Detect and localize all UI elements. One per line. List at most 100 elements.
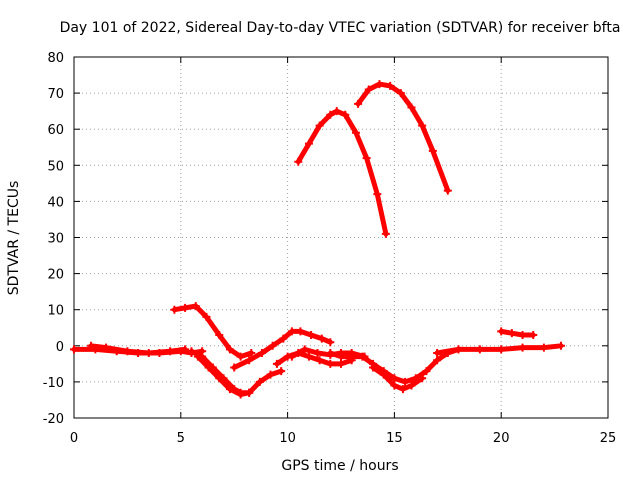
- y-tick-label: 20: [47, 268, 64, 283]
- series-track-6: [230, 327, 335, 372]
- series-track-2: [87, 341, 190, 358]
- data-point: [326, 338, 335, 347]
- data-point: [181, 303, 190, 312]
- data-point: [215, 374, 224, 383]
- data-point: [369, 363, 378, 372]
- data-point: [191, 302, 200, 311]
- data-point: [215, 330, 224, 339]
- y-tick-label: 60: [47, 123, 64, 138]
- data-point: [294, 157, 303, 166]
- data-point: [390, 374, 399, 383]
- y-tick-label: 70: [47, 87, 64, 102]
- y-tick-label: 80: [47, 51, 64, 66]
- data-point: [401, 377, 410, 386]
- series-line: [370, 365, 425, 392]
- data-point: [225, 345, 234, 354]
- data-point: [337, 352, 345, 361]
- y-tick-label: -10: [43, 376, 64, 391]
- data-point: [375, 80, 384, 89]
- data-point: [326, 359, 335, 368]
- data-point: [422, 367, 431, 376]
- x-tick-label: 25: [600, 431, 617, 446]
- data-point: [454, 345, 463, 354]
- data-point: [70, 345, 78, 354]
- x-tick-label: 10: [279, 431, 296, 446]
- data-point: [202, 312, 211, 321]
- series-track-11: [433, 341, 566, 358]
- y-tick-label: 10: [47, 304, 64, 319]
- data-point: [230, 363, 239, 372]
- data-point: [166, 347, 175, 356]
- data-point: [407, 381, 416, 390]
- data-point: [539, 343, 548, 352]
- data-point: [287, 327, 296, 336]
- data-point: [279, 334, 288, 343]
- data-point: [497, 327, 506, 336]
- data-point: [475, 345, 484, 354]
- data-point: [317, 334, 326, 343]
- data-point: [326, 349, 335, 358]
- data-point: [315, 121, 324, 130]
- series-track-13: [294, 107, 390, 238]
- data-point: [326, 110, 335, 119]
- data-point: [529, 330, 538, 339]
- series-track-10: [369, 363, 427, 394]
- data-point: [418, 121, 427, 130]
- data-point: [332, 107, 341, 116]
- data-point: [300, 345, 309, 354]
- data-point: [304, 352, 313, 361]
- data-point: [193, 352, 202, 361]
- data-point: [418, 374, 427, 383]
- data-point: [247, 349, 256, 358]
- series-line: [498, 328, 536, 338]
- data-point: [398, 385, 407, 394]
- data-point: [102, 343, 111, 352]
- data-point: [170, 305, 179, 314]
- y-tick-label: 30: [47, 232, 64, 247]
- data-point: [225, 385, 234, 394]
- series-line: [231, 328, 333, 370]
- series-group: [70, 80, 566, 399]
- data-point: [347, 352, 356, 361]
- data-point: [341, 110, 350, 119]
- data-point: [396, 89, 405, 98]
- y-tick-label: 0: [56, 340, 64, 355]
- data-point: [144, 349, 153, 358]
- data-point: [386, 81, 395, 90]
- data-point: [381, 229, 390, 238]
- data-point: [507, 329, 516, 338]
- data-point: [315, 356, 324, 365]
- data-point: [354, 99, 363, 108]
- data-point: [390, 381, 399, 390]
- series-track-12: [497, 327, 538, 339]
- data-point: [497, 345, 506, 354]
- y-tick-label: 50: [47, 159, 64, 174]
- data-point: [379, 370, 388, 379]
- y-tick-label: -20: [43, 412, 64, 427]
- series-track-5: [193, 352, 254, 399]
- data-point: [245, 388, 254, 397]
- data-point: [518, 330, 527, 339]
- data-point: [351, 128, 360, 137]
- data-point: [313, 349, 322, 358]
- data-point: [304, 139, 313, 148]
- data-point: [236, 352, 245, 361]
- data-point: [123, 347, 132, 356]
- data-point: [236, 390, 245, 399]
- data-point: [557, 341, 566, 350]
- data-point: [373, 190, 382, 199]
- data-point: [187, 347, 196, 356]
- x-tick-label: 15: [386, 431, 403, 446]
- data-point: [428, 146, 437, 155]
- y-axis-ticks: -20 -10 0 10 20 30 40 50 60 70 80: [43, 51, 608, 427]
- data-point: [307, 330, 316, 339]
- data-point: [272, 359, 281, 368]
- data-point: [268, 341, 277, 350]
- series-track-14: [354, 80, 452, 195]
- data-point: [181, 345, 190, 354]
- data-point: [407, 103, 416, 112]
- data-point: [204, 363, 213, 372]
- data-point: [266, 370, 275, 379]
- data-point: [364, 85, 373, 94]
